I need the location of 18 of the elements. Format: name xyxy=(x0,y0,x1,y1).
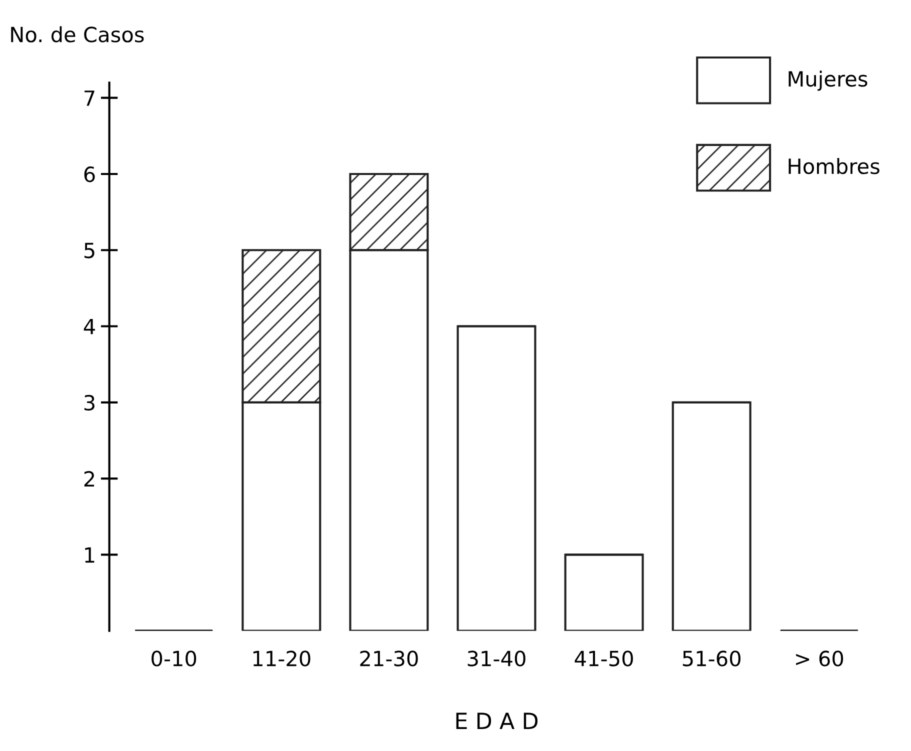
x-tick-label: 11-20 xyxy=(253,650,310,666)
y-tick-label: 7 xyxy=(84,90,94,106)
x-tick-label: 0-10 xyxy=(152,650,196,666)
y-tick-label: 1 xyxy=(85,547,94,563)
legend-label: Hombres xyxy=(788,158,880,174)
legend-label: Mujeres xyxy=(788,70,868,91)
x-tick-label: 41-50 xyxy=(574,650,633,666)
x-tick-label: > 60 xyxy=(796,650,844,666)
y-tick-label: 5 xyxy=(84,242,94,258)
x-tick-label: 51-60 xyxy=(682,650,740,666)
y-axis-title: No. de Casos xyxy=(11,26,144,42)
y-tick-label: 3 xyxy=(84,394,94,411)
x-tick-label: 31-40 xyxy=(468,650,526,666)
x-axis-title: E D A D xyxy=(456,712,538,729)
y-tick-label: 6 xyxy=(84,166,95,182)
x-tick-label: 21-30 xyxy=(360,650,418,666)
y-tick-label: 4 xyxy=(84,318,95,334)
y-tick-label: 2 xyxy=(84,471,94,486)
